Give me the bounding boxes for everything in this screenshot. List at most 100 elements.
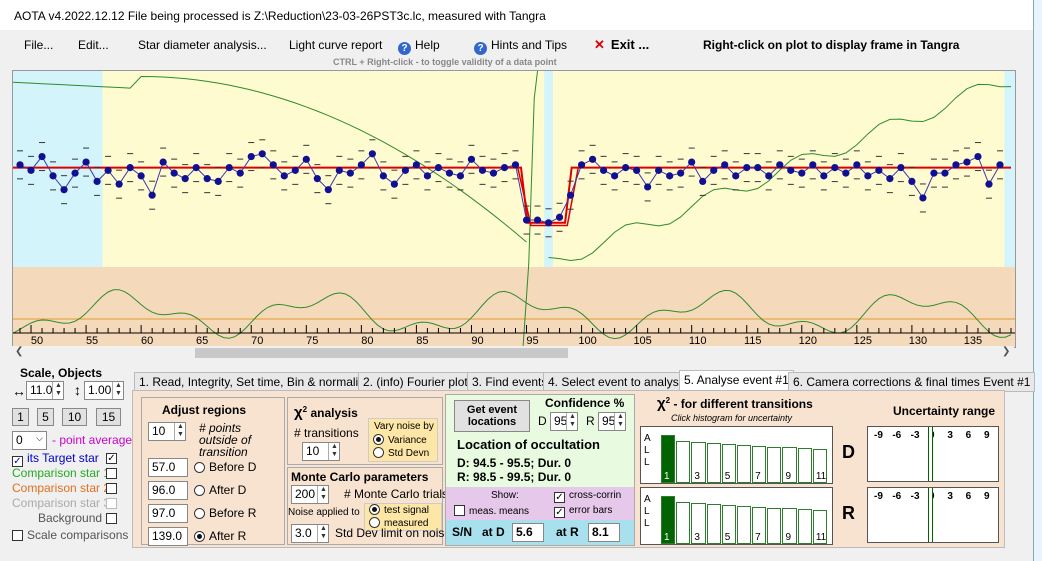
d-hist-bar[interactable]: [706, 442, 721, 483]
tab-fourier[interactable]: 2. (info) Fourier plot: [358, 372, 473, 392]
r-hist-bar[interactable]: [676, 501, 691, 544]
tab-read-integrity[interactable]: 1. Read, Integrity, Set time, Bin & norm…: [134, 372, 376, 392]
scale-1-button[interactable]: 1: [12, 408, 29, 426]
r-hist-bar[interactable]: [706, 503, 721, 544]
std-limit-spinner[interactable]: ▲ ▼: [317, 525, 329, 542]
error-bars-row[interactable]: ✓ error bars: [554, 505, 612, 518]
comp3-checkbox[interactable]: [106, 498, 117, 509]
target-star-checkbox[interactable]: ✓: [106, 453, 117, 464]
cross-corr-checkbox[interactable]: ✓: [554, 492, 565, 503]
points-outside-spinner[interactable]: ▲ ▼: [174, 423, 186, 440]
scale-10-button[interactable]: 10: [62, 408, 87, 426]
plot-scrollbar[interactable]: ❮ ❯: [12, 346, 1014, 360]
r-hist-bar[interactable]: [752, 506, 767, 544]
scale-x-input[interactable]: 11.0: [26, 381, 64, 400]
measured-radio[interactable]: measured: [369, 517, 428, 529]
scroll-thumb[interactable]: [195, 348, 568, 358]
menu-light-curve-report[interactable]: Light curve report: [289, 38, 383, 52]
confidence-r-spinner[interactable]: ▲ ▼: [614, 413, 626, 430]
tab-select-event[interactable]: 4. Select event to analyse: [543, 372, 691, 392]
comp2-checkbox[interactable]: [106, 483, 117, 494]
after-r-radio[interactable]: After R: [194, 529, 246, 543]
r-hist-bar[interactable]: [797, 509, 812, 544]
r-hist-bar[interactable]: [661, 496, 676, 544]
after-r-input[interactable]: 139.0: [148, 527, 188, 546]
transitions-spinner[interactable]: ▲ ▼: [328, 443, 340, 460]
before-d-input[interactable]: 57.0: [148, 458, 188, 477]
d-hist-bar[interactable]: [752, 445, 767, 483]
after-d-radio-button[interactable]: [194, 485, 205, 496]
before-d-radio-button[interactable]: [194, 462, 205, 473]
before-r-radio-button[interactable]: [194, 508, 205, 519]
meas-means-row[interactable]: meas. means: [454, 505, 529, 517]
points-outside-input[interactable]: 10: [148, 422, 186, 441]
r-hist-bar[interactable]: [721, 504, 736, 544]
menu-star-diameter[interactable]: Star diameter analysis...: [138, 38, 267, 52]
scale-comparisons-checkbox[interactable]: [12, 530, 23, 541]
light-curve-plot[interactable]: 50 55 60 65 70 75 80 85 90 95 100 105 110 115 120 125 13…: [12, 70, 1016, 348]
before-r-radio[interactable]: Before R: [194, 506, 256, 520]
std-devn-radio[interactable]: Std Devn: [373, 447, 429, 459]
d-hist-bar[interactable]: [782, 447, 797, 483]
r-hist-bar[interactable]: [736, 505, 752, 544]
scale-5-button[interactable]: 5: [37, 408, 54, 426]
d-hist-bar[interactable]: [812, 449, 827, 483]
get-event-locations-button[interactable]: Get event locations: [454, 400, 530, 432]
d-hist-bar[interactable]: [721, 443, 736, 483]
r-hist-bar[interactable]: [767, 507, 782, 544]
after-d-radio[interactable]: After D: [194, 483, 246, 497]
scale-comparisons-row[interactable]: Scale comparisons: [12, 528, 128, 542]
trials-spinner[interactable]: ▲ ▼: [317, 486, 329, 503]
scale-y-spinner[interactable]: ▲ ▼: [112, 382, 124, 399]
variance-radio[interactable]: Variance: [373, 434, 427, 446]
scale-15-button[interactable]: 15: [96, 408, 121, 426]
confidence-d-input[interactable]: 95: [550, 412, 578, 431]
test-signal-radio-button[interactable]: [369, 504, 380, 515]
after-r-radio-button[interactable]: [194, 531, 205, 542]
histogram-d[interactable]: A L L 1 3 5 7 9 11: [640, 426, 833, 484]
r-hist-bar[interactable]: [782, 508, 797, 544]
target-star-row[interactable]: ✓ its Target star: [12, 451, 99, 467]
d-hist-bar[interactable]: [797, 448, 812, 483]
confidence-d-spinner[interactable]: ▲ ▼: [566, 413, 578, 430]
tab-analyse-event[interactable]: 5. Analyse event #1: [679, 370, 794, 392]
target-star-points-checkbox[interactable]: ✓: [12, 456, 23, 467]
cross-corr-row[interactable]: ✓ cross-corrin: [554, 490, 621, 503]
menu-exit[interactable]: ✕ Exit ...: [594, 37, 649, 53]
confidence-r-input[interactable]: 95: [598, 412, 626, 431]
point-average-select[interactable]: 0 ⌵: [12, 431, 47, 450]
scale-x-spinner[interactable]: ▲ ▼: [52, 382, 64, 399]
menu-edit[interactable]: Edit...: [78, 38, 109, 52]
measured-radio-button[interactable]: [369, 517, 380, 528]
d-hist-bar[interactable]: [676, 440, 691, 483]
d-hist-bar[interactable]: [691, 441, 706, 483]
d-hist-bar[interactable]: [661, 435, 676, 483]
before-r-input[interactable]: 97.0: [148, 504, 188, 523]
trials-input[interactable]: 200: [291, 485, 329, 504]
comp1-checkbox[interactable]: [106, 468, 117, 479]
transitions-input[interactable]: 10: [302, 442, 340, 461]
menu-hints[interactable]: ? Hints and Tips: [474, 38, 567, 55]
histogram-r[interactable]: A L L 1 3 5 7 9 11: [640, 487, 833, 545]
variance-radio-button[interactable]: [373, 434, 384, 445]
scroll-right-icon[interactable]: ❯: [1002, 346, 1011, 357]
r-hist-bar[interactable]: [691, 502, 706, 544]
target-point: [677, 169, 685, 177]
d-hist-bar[interactable]: [767, 446, 782, 483]
test-signal-radio[interactable]: test signal: [369, 504, 429, 516]
d-hist-bar[interactable]: [736, 444, 752, 483]
error-bars-checkbox[interactable]: ✓: [554, 507, 565, 518]
r-hist-bar[interactable]: [812, 510, 827, 544]
meas-means-checkbox[interactable]: [454, 505, 465, 516]
menu-file[interactable]: File...: [24, 38, 54, 52]
tab-find-events[interactable]: 3. Find events: [467, 372, 553, 392]
background-checkbox[interactable]: [106, 513, 117, 524]
before-d-radio[interactable]: Before D: [194, 460, 256, 474]
after-d-input[interactable]: 96.0: [148, 481, 188, 500]
menu-help[interactable]: ? Help: [398, 38, 440, 55]
std-devn-radio-button[interactable]: [373, 447, 384, 458]
scroll-left-icon[interactable]: ❮: [15, 346, 24, 357]
scale-y-input[interactable]: 1.00: [84, 381, 124, 400]
tab-camera-corrections[interactable]: 6. Camera corrections & final times Even…: [788, 372, 1036, 392]
std-limit-input[interactable]: 3.0: [291, 524, 329, 543]
